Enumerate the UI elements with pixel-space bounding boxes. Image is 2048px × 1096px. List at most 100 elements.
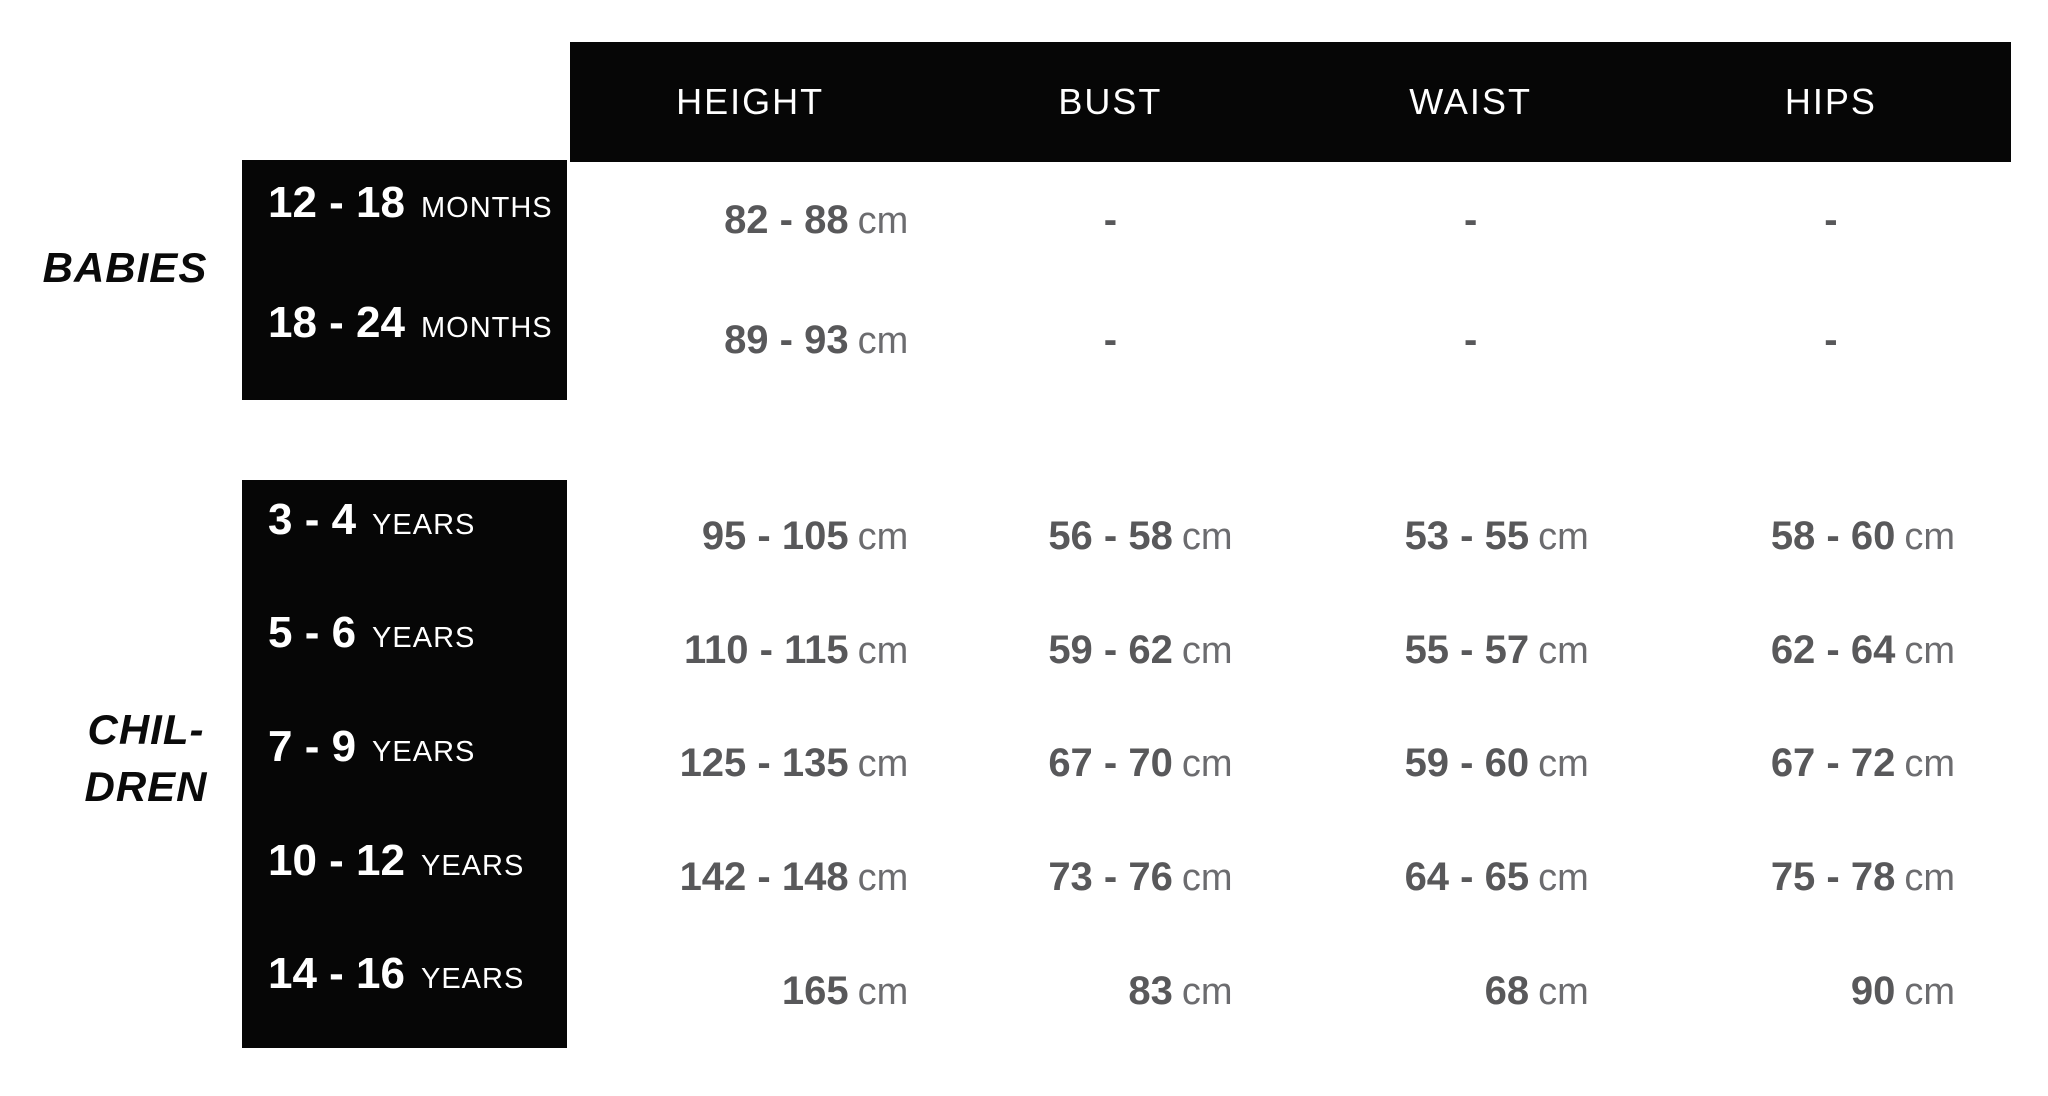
section-label-text: BABIES bbox=[42, 244, 208, 291]
measurement-unit: cm bbox=[857, 970, 909, 1013]
measurement-value: 83 bbox=[1128, 968, 1173, 1013]
measurement-cell: 67 - 72 cm bbox=[1651, 707, 2011, 821]
measurement-unit: cm bbox=[1904, 516, 1955, 559]
age-range: 14 - 16 bbox=[268, 949, 405, 999]
table-row: 125 - 135 cm 67 - 70 cm 59 - 60 cm 67 - 72 c… bbox=[570, 707, 2011, 821]
children-values-grid: 95 - 105 cm 56 - 58 cm 53 - 55 cm 58 - 60 cm… bbox=[570, 480, 2011, 1048]
measurement-cell: 90 cm bbox=[1651, 934, 2011, 1048]
measurement-value: 59 - 60 bbox=[1404, 741, 1530, 786]
table-row: 165 cm 83 cm 68 cm 90 cm bbox=[570, 934, 2011, 1048]
measurement-cell: - bbox=[1291, 160, 1651, 280]
measurement-unit: cm bbox=[1538, 516, 1589, 559]
measurement-cell: 68 cm bbox=[1291, 934, 1651, 1048]
measurement-cell: 165 cm bbox=[570, 934, 930, 1048]
age-unit: MONTHS bbox=[420, 192, 553, 224]
measurement-unit: cm bbox=[857, 199, 909, 242]
measurement-cell: 56 - 58 cm bbox=[930, 480, 1290, 594]
babies-values-grid: 82 - 88 cm - - - 89 - 93 cm - - - bbox=[570, 160, 2011, 400]
age-row: 3 - 4 YEARS bbox=[242, 463, 567, 577]
measurement-unit: cm bbox=[1904, 743, 1955, 786]
measurement-unit: cm bbox=[1181, 857, 1233, 900]
measurement-unit: cm bbox=[857, 516, 909, 559]
empty-value-dash: - bbox=[1463, 317, 1478, 362]
column-header-hips: HIPS bbox=[1784, 81, 1877, 122]
measurement-cell: 125 - 135 cm bbox=[570, 707, 930, 821]
measurement-value: 89 - 93 bbox=[724, 317, 849, 362]
measurement-unit: cm bbox=[1538, 857, 1589, 900]
children-age-box: 3 - 4 YEARS 5 - 6 YEARS 7 - 9 YEARS 10 - 12… bbox=[242, 480, 567, 1048]
table-row: 82 - 88 cm - - - bbox=[570, 160, 2011, 280]
measurement-value: 59 - 62 bbox=[1048, 627, 1173, 672]
measurement-value: 68 bbox=[1484, 968, 1530, 1013]
measurement-value: 110 - 115 bbox=[683, 627, 849, 672]
measurement-cell: 82 - 88 cm bbox=[570, 160, 930, 280]
measurement-cell: 67 - 70 cm bbox=[930, 707, 1290, 821]
measurement-cell: 64 - 65 cm bbox=[1291, 821, 1651, 935]
empty-value-dash: - bbox=[1103, 317, 1118, 362]
empty-value-dash: - bbox=[1824, 317, 1838, 362]
measurement-value: 67 - 70 bbox=[1048, 741, 1173, 786]
measurement-value: 62 - 64 bbox=[1770, 627, 1896, 672]
babies-age-box: 12 - 18 MONTHS 18 - 24 MONTHS bbox=[242, 160, 567, 400]
measurement-unit: cm bbox=[1904, 857, 1955, 900]
age-row: 10 - 12 YEARS bbox=[242, 804, 567, 918]
measurement-value: 95 - 105 bbox=[701, 514, 849, 559]
measurement-cell: - bbox=[1651, 280, 2011, 400]
measurement-unit: cm bbox=[857, 629, 909, 672]
measurement-unit: cm bbox=[1181, 629, 1233, 672]
section-label-babies: BABIES bbox=[18, 240, 232, 297]
age-row: 12 - 18 MONTHS bbox=[242, 143, 567, 263]
measurement-cell: - bbox=[930, 280, 1290, 400]
measurement-value: 165 bbox=[781, 968, 849, 1013]
table-header-bar: HEIGHT BUST WAIST HIPS bbox=[570, 42, 2011, 162]
measurement-cell: - bbox=[1291, 280, 1651, 400]
measurement-cell: 53 - 55 cm bbox=[1291, 480, 1651, 594]
measurement-cell: 142 - 148 cm bbox=[570, 821, 930, 935]
measurement-unit: cm bbox=[1904, 970, 1955, 1013]
age-range: 5 - 6 bbox=[268, 608, 357, 658]
measurement-value: 58 - 60 bbox=[1770, 514, 1896, 559]
measurement-cell: 62 - 64 cm bbox=[1651, 594, 2011, 708]
measurement-cell: - bbox=[1651, 160, 2011, 280]
measurement-unit: cm bbox=[1538, 629, 1589, 672]
column-header-height: HEIGHT bbox=[676, 81, 825, 122]
measurement-value: 90 bbox=[1850, 968, 1896, 1013]
table-row: 95 - 105 cm 56 - 58 cm 53 - 55 cm 58 - 60 cm bbox=[570, 480, 2011, 594]
age-unit: YEARS bbox=[372, 508, 476, 541]
measurement-cell: 83 cm bbox=[930, 934, 1290, 1048]
age-row: 14 - 16 YEARS bbox=[242, 917, 567, 1031]
measurement-unit: cm bbox=[1538, 743, 1589, 786]
measurement-cell: 89 - 93 cm bbox=[570, 280, 930, 400]
table-row: 89 - 93 cm - - - bbox=[570, 280, 2011, 400]
measurement-value: 53 - 55 bbox=[1404, 514, 1530, 559]
age-unit: YEARS bbox=[420, 849, 525, 882]
measurement-value: 142 - 148 bbox=[679, 855, 849, 900]
age-range: 12 - 18 bbox=[268, 178, 405, 227]
measurement-cell: 59 - 62 cm bbox=[930, 594, 1290, 708]
table-row: 142 - 148 cm 73 - 76 cm 64 - 65 cm 75 - 78 c… bbox=[570, 821, 2011, 935]
table-row: 110 - 115 cm 59 - 62 cm 55 - 57 cm 62 - 64 c… bbox=[570, 594, 2011, 708]
age-unit: YEARS bbox=[420, 963, 525, 996]
age-range: 18 - 24 bbox=[268, 298, 405, 347]
age-row: 18 - 24 MONTHS bbox=[242, 263, 567, 383]
column-header-bust: BUST bbox=[1058, 81, 1163, 122]
measurement-value: 75 - 78 bbox=[1770, 855, 1896, 900]
measurement-unit: cm bbox=[1538, 970, 1589, 1013]
measurement-value: 73 - 76 bbox=[1048, 855, 1173, 900]
age-row: 7 - 9 YEARS bbox=[242, 690, 567, 804]
age-unit: YEARS bbox=[372, 735, 476, 768]
measurement-unit: cm bbox=[1181, 743, 1233, 786]
section-label-line1: CHIL- bbox=[87, 706, 205, 753]
measurement-cell: 59 - 60 cm bbox=[1291, 707, 1651, 821]
measurement-cell: 58 - 60 cm bbox=[1651, 480, 2011, 594]
measurement-unit: cm bbox=[1904, 629, 1955, 672]
measurement-value: 64 - 65 bbox=[1404, 855, 1530, 900]
measurement-value: 67 - 72 bbox=[1770, 741, 1896, 786]
measurement-unit: cm bbox=[857, 319, 909, 362]
column-header-waist: WAIST bbox=[1409, 81, 1532, 122]
measurement-cell: 73 - 76 cm bbox=[930, 821, 1290, 935]
measurement-value: 125 - 135 bbox=[679, 741, 849, 786]
measurement-unit: cm bbox=[857, 743, 909, 786]
measurement-cell: 110 - 115 cm bbox=[570, 594, 930, 708]
